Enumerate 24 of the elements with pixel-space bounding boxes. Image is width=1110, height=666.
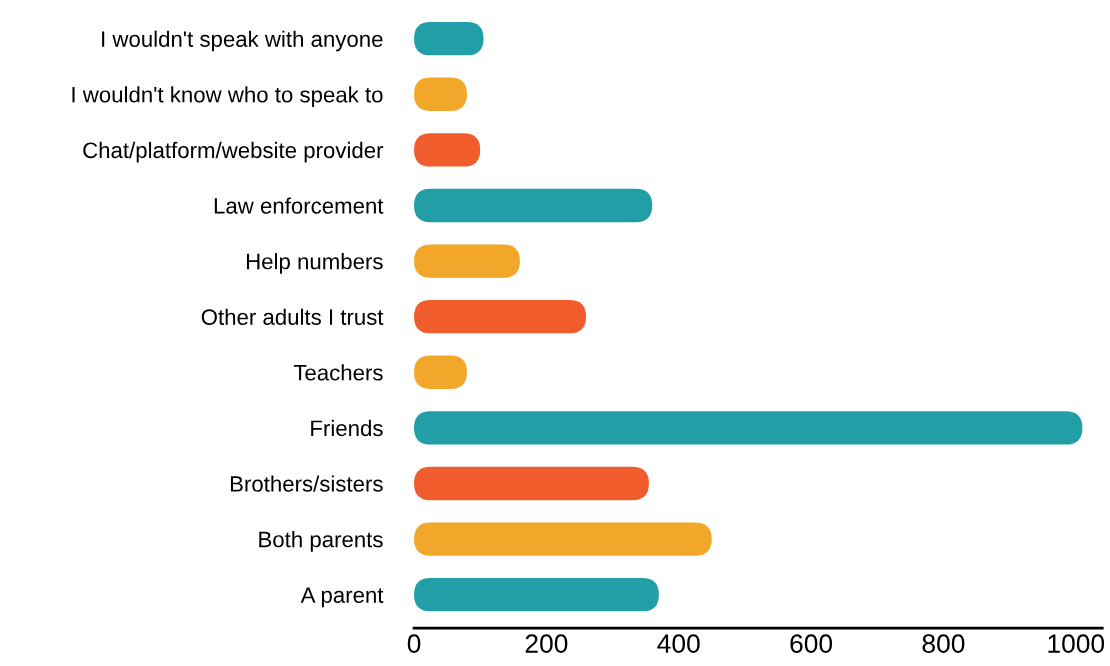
- y-tick-label: A parent: [300, 587, 384, 608]
- bar: [414, 578, 659, 612]
- bar: [414, 188, 653, 223]
- y-tick-label: I wouldn't know who to speak to: [72, 86, 383, 107]
- x-tick-label: 1000: [1048, 634, 1105, 653]
- x-tick-label: 800: [922, 634, 965, 653]
- x-tick-label: 0: [407, 634, 421, 653]
- x-tick-label: 200: [525, 634, 568, 653]
- y-tick-label: Other adults I trust: [201, 308, 384, 325]
- y-tick-label: Friends: [311, 419, 383, 437]
- y-tick-label: Brothers/sisters: [230, 475, 383, 492]
- y-tick-label: Chat/platform/website provider: [83, 141, 384, 163]
- x-tick-label: 600: [790, 634, 833, 653]
- y-tick-label: Both parents: [259, 531, 383, 552]
- bar: [414, 522, 712, 556]
- y-tick-label: Teachers: [293, 364, 383, 381]
- x-tick-label: 400: [657, 634, 700, 653]
- y-tick-label: Help numbers: [246, 253, 383, 274]
- bar: [414, 244, 520, 278]
- bar: [414, 466, 649, 501]
- y-tick-label: Law enforcement: [214, 197, 384, 214]
- bar: [414, 300, 587, 334]
- bar: [414, 411, 1083, 445]
- y-tick-label: I wouldn't speak with anyone: [102, 30, 383, 52]
